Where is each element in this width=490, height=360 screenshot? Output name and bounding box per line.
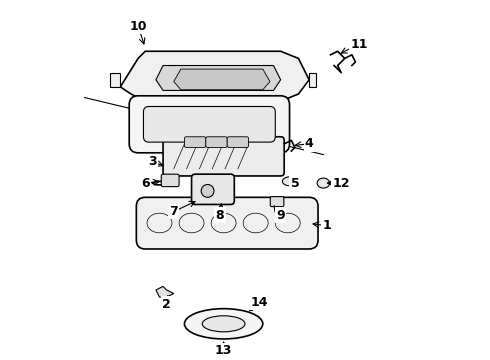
FancyBboxPatch shape <box>136 197 318 249</box>
Ellipse shape <box>184 309 263 339</box>
Text: 5: 5 <box>291 177 299 190</box>
Ellipse shape <box>282 177 296 186</box>
Text: 12: 12 <box>332 177 350 190</box>
Text: 7: 7 <box>170 205 178 218</box>
Circle shape <box>201 185 214 197</box>
FancyBboxPatch shape <box>161 174 179 186</box>
FancyBboxPatch shape <box>129 96 290 153</box>
Text: 3: 3 <box>148 155 157 168</box>
FancyBboxPatch shape <box>270 197 284 207</box>
Polygon shape <box>121 51 309 101</box>
Text: 10: 10 <box>129 20 147 33</box>
FancyBboxPatch shape <box>144 107 275 142</box>
Text: 13: 13 <box>215 344 232 357</box>
Polygon shape <box>174 69 270 90</box>
Text: 8: 8 <box>216 209 224 222</box>
Text: 9: 9 <box>276 209 285 222</box>
Text: 14: 14 <box>250 296 268 309</box>
Text: 1: 1 <box>322 219 331 232</box>
Polygon shape <box>156 66 281 90</box>
Polygon shape <box>110 73 121 87</box>
Ellipse shape <box>202 316 245 332</box>
Text: 2: 2 <box>162 298 171 311</box>
FancyBboxPatch shape <box>192 174 234 204</box>
Ellipse shape <box>317 178 330 188</box>
FancyBboxPatch shape <box>184 137 206 148</box>
Polygon shape <box>309 73 316 87</box>
Text: 4: 4 <box>305 138 314 150</box>
FancyBboxPatch shape <box>206 137 227 148</box>
Text: 11: 11 <box>350 38 368 51</box>
Text: 6: 6 <box>141 177 149 190</box>
Polygon shape <box>156 287 174 297</box>
FancyBboxPatch shape <box>227 137 248 148</box>
FancyBboxPatch shape <box>163 137 284 176</box>
